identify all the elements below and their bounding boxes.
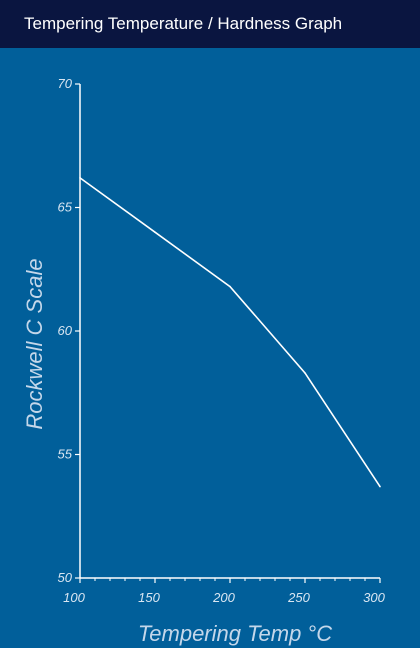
data-point <box>304 372 306 374</box>
hardness-series-line <box>79 177 381 488</box>
x-tick-label: 150 <box>138 590 160 605</box>
data-point <box>379 485 381 488</box>
y-axis-label: Rockwell C Scale <box>22 258 47 429</box>
y-tick-label: 70 <box>58 76 73 91</box>
x-tick-label: 100 <box>63 590 85 605</box>
data-point <box>154 231 156 233</box>
y-tick-label: 60 <box>58 323 73 338</box>
data-point <box>229 285 231 288</box>
x-tick-label: 300 <box>363 590 385 605</box>
data-point <box>79 177 81 179</box>
x-tick-label: 200 <box>212 590 235 605</box>
x-axis-label: Tempering Temp °C <box>138 621 332 646</box>
y-tick-label: 65 <box>58 200 73 215</box>
hardness-chart: 50 55 60 65 70 100 150 200 250 300 Tempering Temp… <box>22 76 386 646</box>
y-tick-label: 55 <box>58 447 73 462</box>
x-tick-label: 250 <box>287 590 310 605</box>
y-tick-label: 50 <box>58 570 73 585</box>
window-title: Tempering Temperature / Hardness Graph <box>0 0 420 48</box>
